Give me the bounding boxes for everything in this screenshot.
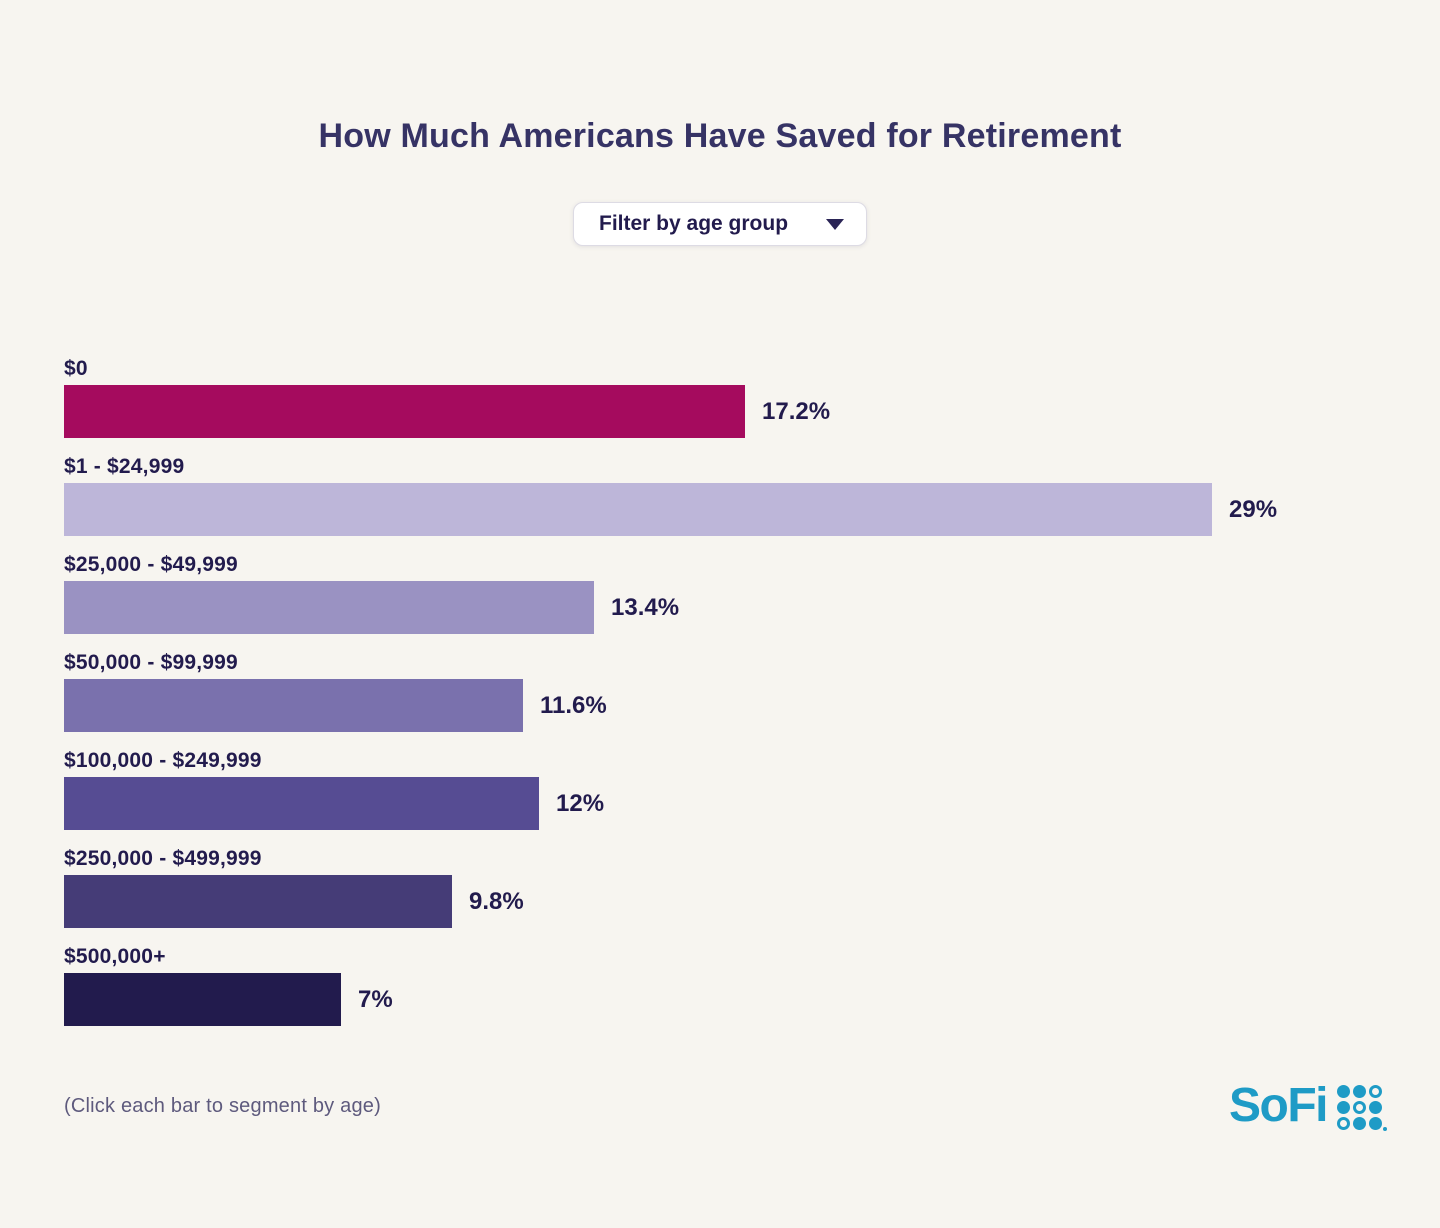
- chart-footnote: (Click each bar to segment by age): [64, 1094, 381, 1117]
- bar-line: 7%: [64, 973, 1440, 1026]
- bar-category-label: $25,000 - $49,999: [64, 553, 238, 576]
- bar-row: $250,000 - $499,999 9.8%: [64, 846, 1440, 928]
- dot-filled: [1369, 1100, 1382, 1114]
- bar-value-label: 7%: [358, 985, 393, 1013]
- bar-category-label: $50,000 - $99,999: [64, 651, 238, 674]
- bar[interactable]: [64, 679, 523, 732]
- dot-filled: [1369, 1116, 1382, 1130]
- dot-ring: [1337, 1116, 1350, 1130]
- bar[interactable]: [64, 385, 745, 438]
- footer: (Click each bar to segment by age) SoFi: [64, 1079, 1387, 1132]
- bar[interactable]: [64, 875, 452, 928]
- bar-value-label: 9.8%: [469, 887, 524, 915]
- bar-value-label: 17.2%: [762, 397, 831, 425]
- dot-filled: [1353, 1084, 1366, 1098]
- dot-ring: [1353, 1100, 1366, 1114]
- sofi-logo-text: SoFi: [1229, 1079, 1329, 1132]
- bar-line: 29%: [64, 483, 1440, 536]
- bar-line: 9.8%: [64, 875, 1440, 928]
- bar-category-label: $250,000 - $499,999: [64, 847, 262, 870]
- dot-filled: [1353, 1116, 1366, 1130]
- bar-category-label: $100,000 - $249,999: [64, 749, 262, 772]
- age-filter-label: Filter by age group: [599, 212, 789, 235]
- bar-category-label: $1 - $24,999: [64, 455, 185, 478]
- bar-row: $50,000 - $99,999 11.6%: [64, 650, 1440, 732]
- bar-value-label: 12%: [556, 789, 605, 817]
- bar-category-label: $500,000+: [64, 945, 166, 968]
- bar-line: 11.6%: [64, 679, 1440, 732]
- bar-category-label: $0: [64, 357, 88, 380]
- bar[interactable]: [64, 581, 594, 634]
- bar-row: $500,000+ 7%: [64, 944, 1440, 1026]
- dot-filled: [1337, 1084, 1350, 1098]
- bar-row: $25,000 - $49,999 13.4%: [64, 552, 1440, 634]
- bar-value-label: 13.4%: [611, 593, 680, 621]
- bar-row: $100,000 - $249,999 12%: [64, 748, 1440, 830]
- page-title: How Much Americans Have Saved for Retire…: [318, 117, 1122, 155]
- bar[interactable]: [64, 973, 341, 1026]
- filter-row: Filter by age group: [0, 202, 1440, 246]
- bar-line: 12%: [64, 777, 1440, 830]
- bar-value-label: 11.6%: [540, 691, 607, 719]
- bar-line: 17.2%: [64, 385, 1440, 438]
- bar-value-label: 29%: [1229, 495, 1278, 523]
- sofi-dots-icon: [1337, 1084, 1387, 1131]
- bar[interactable]: [64, 483, 1212, 536]
- age-filter-dropdown[interactable]: Filter by age group: [573, 202, 867, 246]
- bar[interactable]: [64, 777, 539, 830]
- bar-row: $1 - $24,999 29%: [64, 454, 1440, 536]
- bar-row: $0 17.2%: [64, 356, 1440, 438]
- bar-chart: $0 17.2% $1 - $24,999 29% $25,000 - $49,999 1…: [64, 356, 1440, 1026]
- chevron-down-icon: [826, 218, 844, 230]
- dot-filled: [1337, 1100, 1350, 1114]
- bar-line: 13.4%: [64, 581, 1440, 634]
- sofi-logo: SoFi: [1229, 1079, 1387, 1132]
- dot-ring: [1369, 1084, 1382, 1098]
